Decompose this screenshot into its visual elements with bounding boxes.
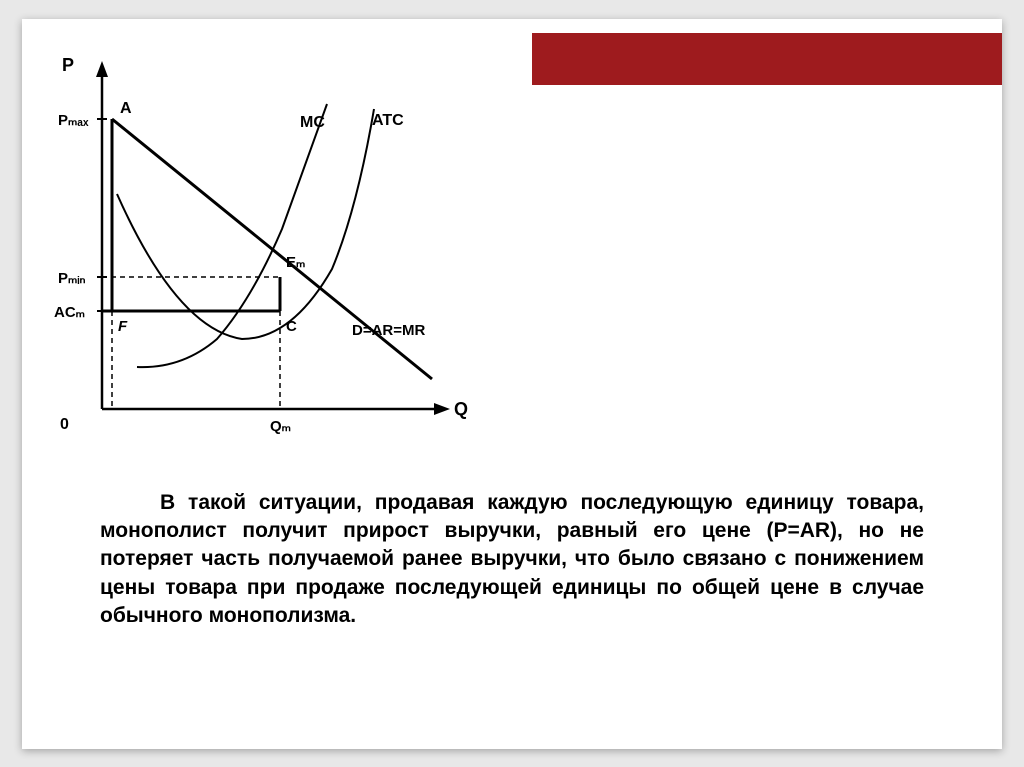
y-axis-arrow (96, 61, 108, 77)
pmax-label: Pₘₐₓ (58, 112, 89, 129)
point-E: Eₘ (286, 254, 305, 271)
origin-label: 0 (60, 416, 69, 433)
slide: P Q 0 Pₘₐₓ Pₘᵢₙ ACₘ (22, 19, 1002, 749)
pmin-label: Pₘᵢₙ (58, 270, 85, 287)
point-A: A (120, 100, 132, 117)
point-C: C (286, 318, 297, 335)
x-axis-arrow (434, 403, 450, 415)
monopoly-chart: P Q 0 Pₘₐₓ Pₘᵢₙ ACₘ (42, 39, 482, 459)
point-F: F (118, 318, 128, 335)
mc-curve (137, 104, 327, 367)
header-red-bar (532, 33, 1002, 85)
x-axis-label: Q (454, 399, 468, 419)
y-axis-label: P (62, 55, 74, 75)
atc-curve (117, 109, 374, 339)
qm-label: Qₘ (270, 418, 291, 435)
atc-label: ATC (372, 112, 404, 129)
mc-label: MC (300, 114, 325, 131)
demand-label: D=AR=MR (352, 322, 426, 339)
acm-label: ACₘ (54, 304, 85, 321)
body-paragraph: В такой ситуации, продавая каждую послед… (100, 489, 924, 631)
